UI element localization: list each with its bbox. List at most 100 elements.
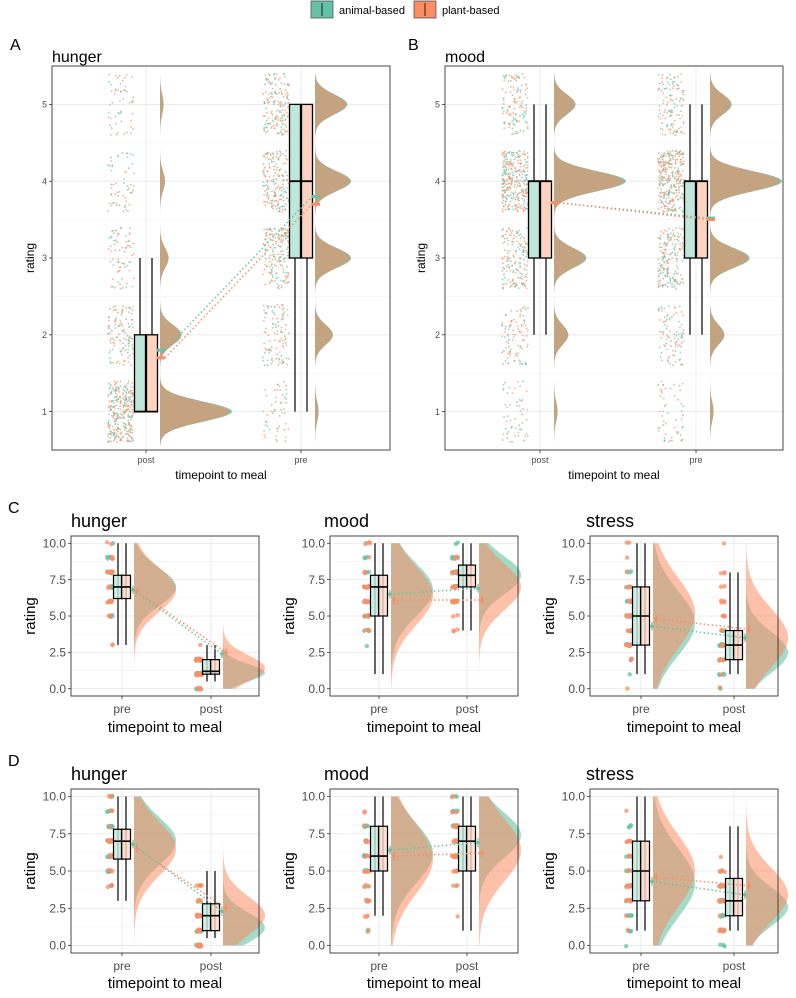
rain-point [506, 152, 509, 154]
rain-point [273, 255, 276, 258]
rain-point [271, 81, 274, 84]
rain-point [271, 266, 274, 269]
rain-point [501, 152, 504, 154]
rain-point [110, 390, 113, 393]
rain-point [269, 158, 272, 161]
rain-point [507, 279, 510, 281]
rain-point [659, 269, 661, 272]
rain-point [507, 182, 510, 185]
rain-point [514, 261, 517, 263]
rain-point [110, 408, 112, 411]
rain-point [111, 285, 114, 288]
rain-point [113, 432, 116, 434]
rain-point [682, 414, 684, 416]
rain-point [506, 437, 509, 439]
rain-point [504, 359, 507, 362]
rain-point [677, 232, 680, 235]
rain-point [663, 111, 666, 114]
rain-point [503, 180, 506, 183]
rain-point [666, 181, 669, 184]
rain-point [266, 130, 269, 133]
rain-point [505, 260, 508, 262]
rain-point [270, 349, 273, 352]
rain-point [112, 229, 114, 232]
rain-point [263, 189, 266, 192]
rain-point-plant [367, 898, 372, 903]
rain-point [107, 406, 110, 409]
rain-point [501, 283, 504, 286]
rain-point [283, 72, 286, 75]
rain-point [507, 431, 510, 433]
panel-tag-c: C [8, 500, 20, 517]
rain-point [267, 188, 270, 190]
rain-point [502, 210, 504, 213]
rain-point [127, 421, 130, 424]
rain-point [276, 383, 279, 386]
rain-point [281, 153, 284, 155]
rain-point [668, 83, 671, 86]
rain-point [286, 174, 289, 177]
rain-point-plant [362, 823, 367, 828]
rain-point [521, 246, 524, 249]
y-axis-label: rating [281, 852, 298, 890]
rain-point [286, 240, 289, 242]
rain-point [280, 286, 283, 289]
rain-point [660, 89, 663, 92]
rain-point [523, 111, 526, 114]
rain-point [132, 252, 135, 255]
rain-point [280, 103, 282, 106]
rain-point [129, 427, 131, 430]
rain-point [520, 331, 523, 334]
rain-point [680, 332, 683, 335]
rain-point [510, 167, 512, 170]
rain-point [515, 102, 517, 104]
y-tick-label: 10.0 [562, 536, 586, 550]
rain-point [271, 326, 274, 329]
rain-point [502, 262, 504, 265]
rain-point [282, 179, 285, 182]
rain-point [511, 177, 514, 180]
rain-point [512, 237, 515, 240]
rain-point [268, 428, 271, 431]
rain-point [658, 285, 660, 288]
mean-plant [224, 906, 228, 911]
rain-point [267, 117, 270, 120]
rain-point [264, 352, 266, 354]
rain-point [128, 340, 131, 343]
rain-point [276, 333, 278, 335]
rain-point [112, 439, 115, 442]
rain-point [131, 431, 134, 434]
rain-point [123, 266, 126, 268]
rain-point [270, 264, 273, 266]
rain-point [502, 349, 505, 352]
rain-point [517, 431, 520, 434]
rain-point [671, 82, 674, 85]
rain-point [521, 283, 524, 286]
rain-point [503, 381, 506, 384]
rain-point [265, 349, 267, 351]
rain-point [505, 75, 508, 78]
rain-point [126, 400, 129, 403]
rain-point [674, 278, 677, 281]
rain-point [127, 391, 130, 394]
rain-point [661, 122, 663, 124]
rain-point [109, 436, 112, 439]
rain-point [125, 241, 128, 243]
rain-point [127, 361, 130, 364]
rain-point [678, 305, 681, 308]
rain-point [503, 153, 506, 156]
rain-point [502, 160, 505, 163]
rain-point [111, 361, 114, 364]
rain-point [512, 193, 515, 196]
x-tick-label: pre [113, 702, 131, 716]
x-tick-label: pre [689, 455, 702, 465]
y-tick-label: 4 [42, 176, 47, 186]
rain-point [502, 362, 504, 365]
rain-point [121, 152, 124, 155]
rain-point [507, 175, 510, 178]
rain-point [114, 88, 117, 91]
rain-point [521, 421, 524, 424]
rain-point [506, 406, 508, 408]
rain-point [278, 206, 280, 209]
rain-point [285, 388, 288, 391]
